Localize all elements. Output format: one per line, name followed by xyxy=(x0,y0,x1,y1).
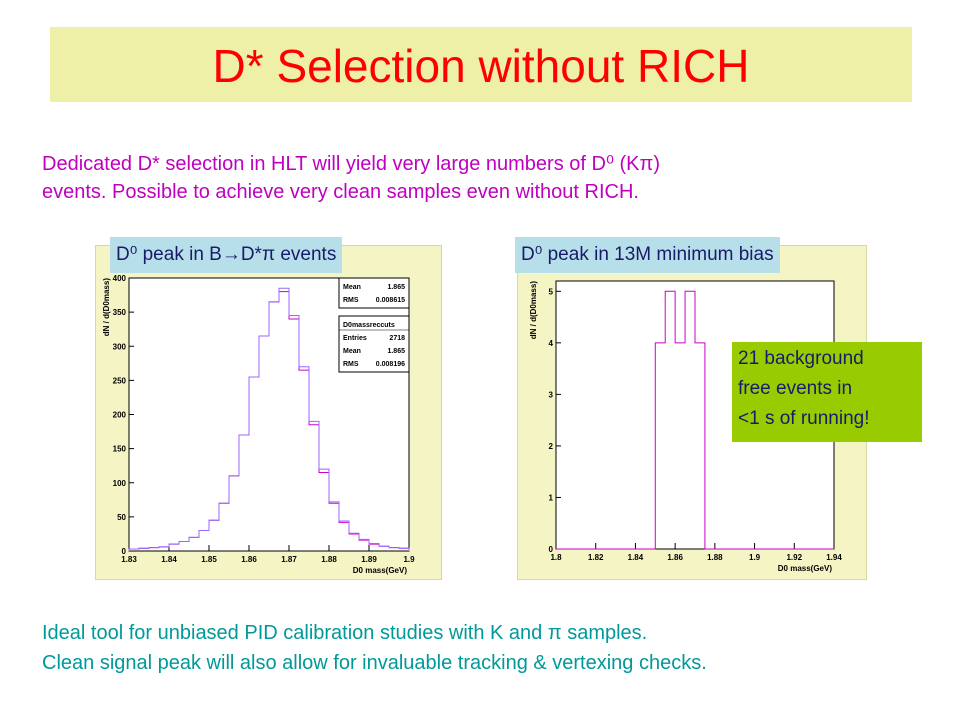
intro-text: Dedicated D* selection in HLT will yield… xyxy=(42,150,942,206)
outro-line-1: Ideal tool for unbiased PID calibration … xyxy=(42,622,648,644)
y-tick-label: 400 xyxy=(113,274,127,283)
x-axis-label: D0 mass(GeV) xyxy=(778,564,833,573)
x-tick-label: 1.85 xyxy=(201,555,217,564)
x-tick-label: 1.87 xyxy=(281,555,297,564)
x-tick-label: 1.92 xyxy=(786,553,802,562)
caption-right: D⁰ peak in 13M minimum bias xyxy=(515,237,780,273)
stats-value: 1.865 xyxy=(387,348,405,355)
x-tick-label: 1.86 xyxy=(667,553,683,562)
y-tick-label: 3 xyxy=(549,390,554,399)
x-tick-label: 1.9 xyxy=(749,553,761,562)
y-tick-label: 350 xyxy=(113,308,127,317)
x-tick-label: 1.84 xyxy=(161,555,177,564)
y-tick-label: 0 xyxy=(122,547,127,556)
y-tick-label: 300 xyxy=(113,342,127,351)
x-tick-label: 1.8 xyxy=(550,553,562,562)
note-line-1: 21 background xyxy=(738,348,864,369)
y-tick-label: 5 xyxy=(549,287,554,296)
x-tick-label: 1.84 xyxy=(628,553,644,562)
note-box: 21 background free events in <1 s of run… xyxy=(732,342,922,442)
x-tick-label: 1.94 xyxy=(826,553,842,562)
x-tick-label: 1.89 xyxy=(361,555,377,564)
histogram-series-1 xyxy=(556,290,834,550)
intro-line-1: Dedicated D* selection in HLT will yield… xyxy=(42,153,660,175)
y-tick-label: 0 xyxy=(549,545,554,554)
left-plot-panel: 0 50 100 150 200 250 300 350 400 1.83 1.84 1.85 1.86… xyxy=(95,245,442,580)
x-tick-label: 1.83 xyxy=(121,555,137,564)
x-axis-label: D0 mass(GeV) xyxy=(353,566,408,575)
y-axis-label: dN / d(D0mass) xyxy=(102,278,111,337)
histogram-series-2 xyxy=(128,287,410,551)
intro-line-2: events. Possible to achieve very clean s… xyxy=(42,181,639,203)
y-tick-label: 100 xyxy=(113,479,127,488)
x-tick-label: 1.88 xyxy=(707,553,723,562)
stats-box xyxy=(338,277,410,309)
slide-title: D* Selection without RICH xyxy=(212,40,750,92)
x-tick-label: 1.88 xyxy=(321,555,337,564)
y-tick-label: 150 xyxy=(113,445,127,454)
y-tick-label: 2 xyxy=(549,442,554,451)
note-line-2: free events in xyxy=(738,378,853,399)
note-line-3: <1 s of running! xyxy=(738,408,870,429)
stats-value: 1.865 xyxy=(387,284,405,291)
stats-key: Mean xyxy=(343,284,361,291)
x-tick-label: 1.86 xyxy=(241,555,257,564)
outro-line-2: Clean signal peak will also allow for in… xyxy=(42,652,707,674)
stats-value: 0.008196 xyxy=(376,361,405,368)
stats-key: RMS xyxy=(343,297,359,304)
x-tick-label: 1.9 xyxy=(403,555,415,564)
stats-key: RMS xyxy=(343,361,359,368)
y-tick-label: 200 xyxy=(113,411,127,420)
left-histogram: 0 50 100 150 200 250 300 350 400 1.83 1.84 1.85 1.86… xyxy=(102,274,415,575)
y-tick-label: 4 xyxy=(549,339,554,348)
x-tick-label: 1.82 xyxy=(588,553,604,562)
title-banner: D* Selection without RICH xyxy=(50,27,912,102)
y-tick-label: 250 xyxy=(113,376,127,385)
stats-header: D0massreccuts xyxy=(343,322,395,329)
stats-key: Entries xyxy=(343,335,367,342)
caption-left: D⁰ peak in B→D*π events xyxy=(110,237,343,273)
outro-text: Ideal tool for unbiased PID calibration … xyxy=(42,618,952,678)
y-tick-label: 50 xyxy=(117,513,126,522)
stats-key: Mean xyxy=(343,348,361,355)
stats-value: 0.008615 xyxy=(376,297,405,304)
y-axis-label: dN / d(D0mass) xyxy=(529,281,538,340)
stats-value: 2718 xyxy=(389,335,405,342)
stats-box xyxy=(338,315,410,373)
y-tick-label: 1 xyxy=(549,493,554,502)
